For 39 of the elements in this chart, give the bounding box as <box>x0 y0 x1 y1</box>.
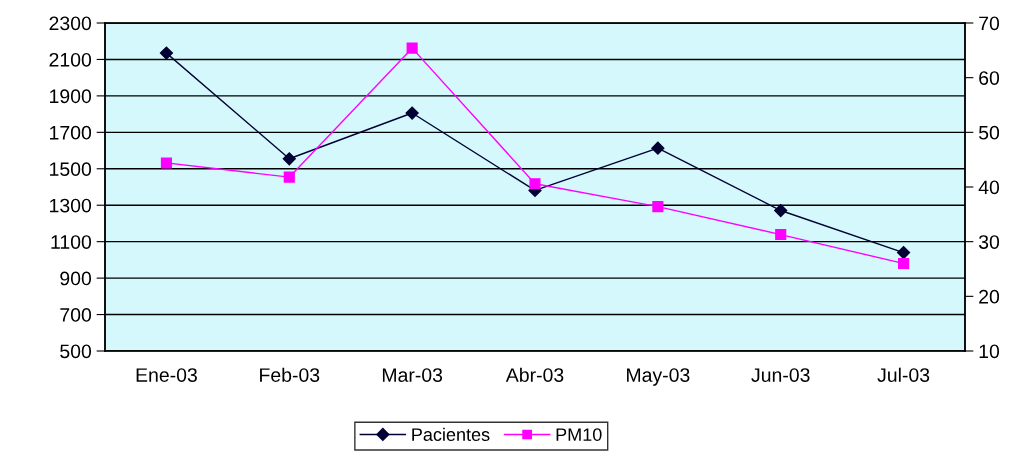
point <box>160 157 172 169</box>
y-tick-label: 1500 <box>50 162 92 177</box>
x-tick-label: Ene-03 <box>136 368 197 382</box>
x-tick-label: Jul-03 <box>877 367 930 382</box>
point <box>406 42 418 54</box>
x-tick-label: May-03 <box>627 368 690 386</box>
x-tick-label: Mar-03 <box>382 368 443 382</box>
y2-tick-label: 50 <box>978 125 1000 140</box>
y2-tick-label: 20 <box>979 289 1000 304</box>
point <box>774 203 788 218</box>
y-tick-label: 900 <box>60 271 92 286</box>
y-tick-label: 1300 <box>50 198 92 213</box>
point <box>405 106 419 120</box>
y2-tick-label: 70 <box>979 16 1000 31</box>
legend-label: Pacientes <box>412 427 490 441</box>
point <box>775 229 787 241</box>
y-tick-label: 1700 <box>50 125 92 140</box>
point <box>896 246 911 260</box>
y2-tick-label: 30 <box>978 235 1000 249</box>
point <box>159 46 174 60</box>
y-tick-label: 2300 <box>49 16 92 31</box>
point <box>652 201 664 213</box>
x-tick-label: Jun-03 <box>751 368 810 382</box>
y2-tick-label: 60 <box>979 71 1000 85</box>
point <box>529 178 541 190</box>
x-tick-label: Feb-03 <box>260 367 320 382</box>
point <box>651 141 665 155</box>
y-tick-label: 500 <box>60 344 92 359</box>
x-tick-label: Abr-03 <box>505 367 564 382</box>
legend-label: PM10 <box>556 428 602 441</box>
point <box>282 152 296 166</box>
y2-tick-label: 10 <box>979 344 1000 359</box>
y-tick-label: 1900 <box>50 89 92 104</box>
y-tick-label: 2100 <box>49 52 92 67</box>
y-tick-label: 700 <box>60 308 92 322</box>
y-tick-label: 1100 <box>51 235 92 249</box>
y2-tick-label: 40 <box>978 180 1000 195</box>
point <box>283 171 295 183</box>
point <box>898 257 910 270</box>
